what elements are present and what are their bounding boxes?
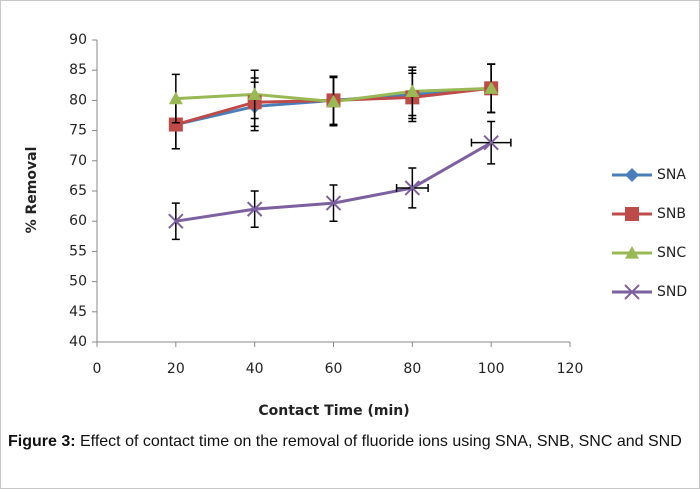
y-tick-label: 60 <box>69 213 87 229</box>
x-tick-label: 60 <box>325 361 343 377</box>
y-tick-label: 45 <box>69 304 87 320</box>
legend-marker <box>625 168 639 182</box>
y-tick-label: 80 <box>69 92 87 108</box>
legend-marker <box>625 207 639 221</box>
caption-label: Figure 3: <box>8 433 76 450</box>
legend-label: SNC <box>657 245 686 261</box>
y-axis-label: % Removal <box>24 147 40 234</box>
data-point <box>326 94 341 108</box>
x-tick-label: 100 <box>478 361 505 377</box>
y-tick-label: 50 <box>69 274 87 290</box>
data-point <box>325 195 342 211</box>
x-axis-label: Contact Time (min) <box>258 403 409 419</box>
y-tick-label: 65 <box>69 183 87 199</box>
x-tick-label: 20 <box>167 361 185 377</box>
legend-label: SNB <box>657 206 686 222</box>
data-point <box>405 84 420 97</box>
chart: % Removal Contact Time (min) 40 45 50 55 60 6… <box>24 32 687 419</box>
legend-label: SNA <box>657 167 686 183</box>
x-tick-label: 40 <box>246 361 264 377</box>
y-tick-label: 75 <box>69 123 87 139</box>
data-point <box>246 201 263 217</box>
data-point <box>168 117 183 132</box>
data-point <box>168 213 184 229</box>
data-point <box>484 81 499 94</box>
legend-label: SND <box>657 284 687 300</box>
x-tick-label: 80 <box>403 361 421 377</box>
y-tick-label: 85 <box>69 62 87 78</box>
caption: Figure 3: Effect of contact time on the … <box>8 430 692 454</box>
data-point <box>483 134 499 151</box>
data-point <box>404 180 421 196</box>
y-tick-label: 90 <box>69 32 87 48</box>
y-tick-label: 70 <box>69 153 87 169</box>
caption-text: Effect of contact time on the removal of… <box>75 433 682 450</box>
x-tick-label: 120 <box>557 361 584 377</box>
data-point <box>168 91 183 105</box>
y-tick-label: 55 <box>69 243 87 259</box>
x-tick-label: 0 <box>93 361 102 377</box>
legend-marker <box>624 284 640 300</box>
y-tick-label: 40 <box>69 334 87 350</box>
data-point <box>247 87 262 100</box>
legend-marker <box>625 246 639 259</box>
